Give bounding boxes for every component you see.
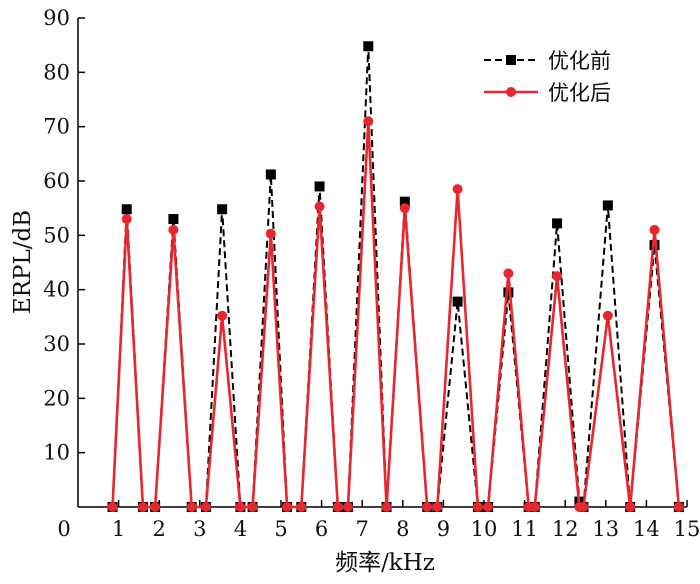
series-line [111, 46, 680, 510]
y-tick-label: 70 [43, 115, 70, 139]
data-point [342, 502, 353, 512]
x-tick-label: 15 [674, 517, 700, 541]
data-point [673, 502, 684, 512]
y-tick-label: 40 [43, 278, 70, 302]
data-point [282, 502, 293, 512]
data-point [200, 502, 211, 512]
data-point [168, 224, 179, 235]
x-tick-label: 12 [552, 517, 579, 541]
legend-marker [506, 87, 516, 97]
x-tick-label: 2 [153, 517, 166, 541]
data-point [483, 502, 494, 512]
data-point [452, 184, 463, 195]
data-point [265, 169, 276, 180]
data-point [186, 502, 197, 512]
y-tick-label: 50 [43, 223, 70, 247]
x-tick-label: 8 [396, 517, 409, 541]
series-layer [107, 41, 684, 512]
data-point [452, 296, 463, 307]
legend-item: 优化后 [484, 81, 611, 105]
y-tick-label: 90 [43, 6, 70, 30]
series-1 [107, 41, 684, 512]
legend-item: 优化前 [484, 49, 611, 73]
x-tick-label: 13 [592, 517, 619, 541]
x-tick-label: 10 [471, 517, 498, 541]
data-point [472, 502, 483, 512]
data-point [552, 218, 563, 229]
data-point [552, 271, 563, 282]
x-tick-label: 3 [193, 517, 206, 541]
data-point [168, 214, 179, 225]
data-point [399, 203, 410, 214]
data-point [107, 502, 118, 512]
data-point [296, 502, 307, 512]
x-tick-label: 4 [234, 517, 247, 541]
data-point [235, 502, 246, 512]
series-2 [107, 116, 684, 512]
x-tick-label: 5 [274, 517, 287, 541]
x-tick-label: 14 [633, 517, 660, 541]
y-tick-label: 80 [43, 60, 70, 84]
legend-label: 优化前 [548, 49, 611, 73]
data-point [150, 502, 161, 512]
data-point [422, 502, 433, 512]
y-tick-label: 60 [43, 169, 70, 193]
y-tick-label: 20 [43, 386, 70, 410]
data-point [649, 240, 660, 251]
data-point [217, 310, 228, 321]
x-tick-label: 7 [356, 517, 369, 541]
data-point [121, 214, 132, 225]
data-point [602, 310, 613, 321]
data-point [578, 502, 589, 512]
data-point [503, 287, 514, 298]
data-point [332, 502, 343, 512]
data-point [363, 41, 374, 52]
data-point [529, 502, 540, 512]
data-point [217, 204, 228, 215]
data-point [649, 224, 660, 235]
legend-label: 优化后 [548, 81, 611, 105]
data-point [363, 116, 374, 127]
data-point [137, 502, 148, 512]
data-point [314, 201, 325, 212]
data-point [432, 502, 443, 512]
x-tick-label: 6 [315, 517, 328, 541]
y-tick-label: 30 [43, 332, 70, 356]
data-point [503, 268, 514, 279]
data-point [121, 204, 132, 215]
data-point [625, 502, 636, 512]
legend-marker [506, 55, 516, 65]
data-point [265, 228, 276, 239]
y-axis-title: ERPL/dB [10, 210, 36, 314]
data-point [602, 200, 613, 211]
data-point [247, 502, 258, 512]
series-line [111, 121, 681, 509]
x-tick-label: 9 [437, 517, 450, 541]
data-point [314, 181, 325, 192]
x-tick-label: 1 [112, 517, 125, 541]
data-point [381, 502, 392, 512]
x-tick-label: 11 [511, 517, 538, 541]
x-tick-label: 0 [57, 517, 70, 541]
y-tick-label: 10 [43, 441, 70, 465]
x-axis-title: 频率/kHz [335, 550, 435, 576]
data-point [399, 196, 410, 207]
